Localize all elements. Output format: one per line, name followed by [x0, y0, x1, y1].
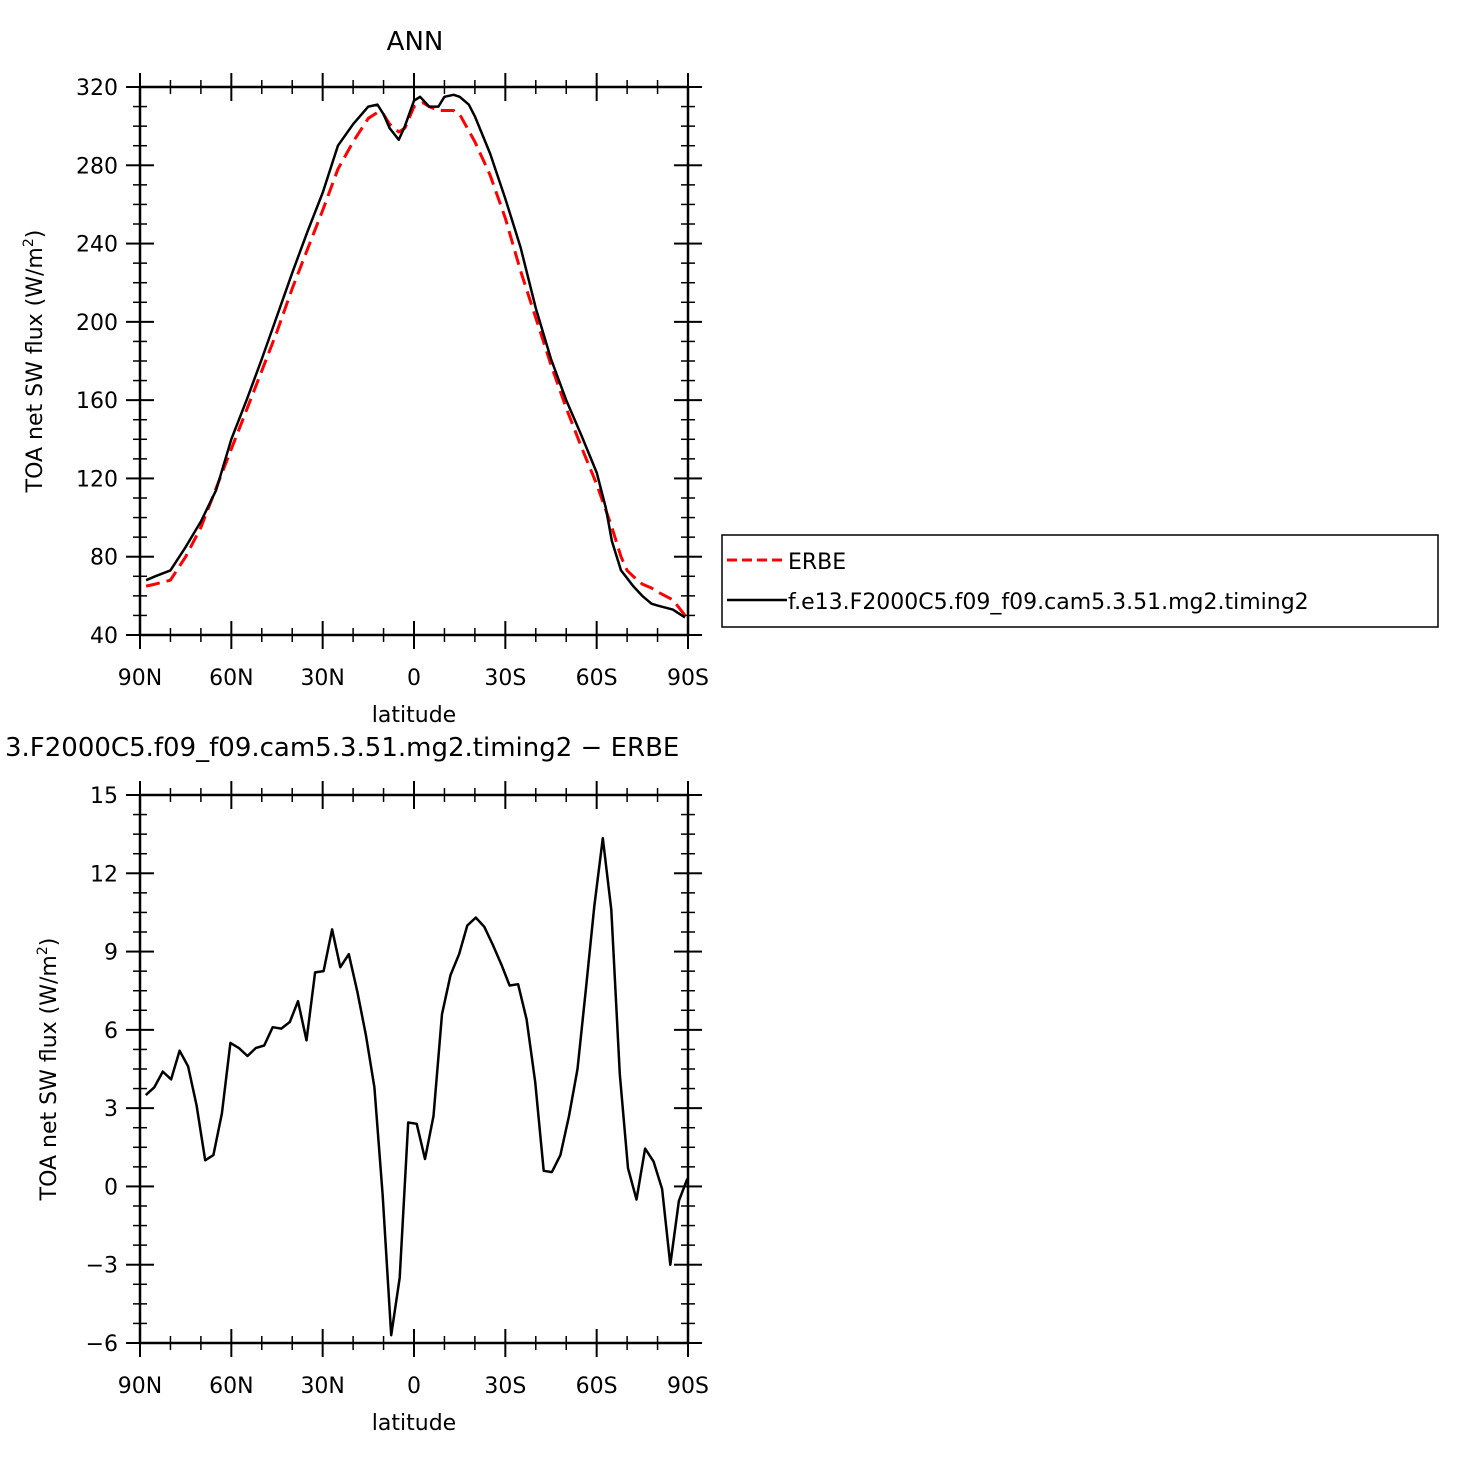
- top-chart-x-tick-label: 90S: [667, 666, 709, 691]
- top-chart-x-tick-label: 60S: [576, 666, 618, 691]
- bottom-chart-x-tick-label: 30N: [300, 1374, 344, 1399]
- bottom-chart-x-tick-label: 0: [407, 1374, 421, 1399]
- bottom-chart-x-tick-label: 90S: [667, 1374, 709, 1399]
- top-chart-series-group: [145, 93, 687, 619]
- bottom-chart-y-tick-label: 3: [104, 1097, 118, 1122]
- top-chart-x-tick-label: 30N: [300, 666, 344, 691]
- bottom-chart-x-tick-label: 90N: [118, 1374, 162, 1399]
- top-chart-x-tick-label: 30S: [484, 666, 526, 691]
- top-chart-x-axis-label: latitude: [372, 703, 456, 728]
- top-chart-x-tick-label: 60N: [209, 666, 253, 691]
- bottom-chart: 3.F2000C5.f09_f09.cam5.3.51.mg2.timing2 …: [5, 733, 709, 1436]
- legend: ERBE f.e13.F2000C5.f09_f09.cam5.3.51.mg2…: [721, 534, 1439, 628]
- top-chart-y-tick-label: 40: [90, 624, 118, 649]
- bottom-chart-y-tick-label: 0: [104, 1175, 118, 1200]
- bottom-chart-series-line-difference: [144, 836, 689, 1337]
- top-chart-y-tick-label: 240: [76, 233, 118, 258]
- top-chart-y-tick-label: 160: [76, 389, 118, 414]
- bottom-chart-x-tick-label: 60N: [209, 1374, 253, 1399]
- legend-label-erbe: ERBE: [788, 550, 846, 575]
- top-chart: ANN 90N 60N 30N 0 30S 60S 90S 40 80 120 160 200 240 2…: [21, 27, 1439, 728]
- top-chart-series-line-model: [145, 93, 686, 619]
- bottom-chart-y-axis-label: TOA net SW flux (W/m2): [35, 938, 62, 1202]
- top-chart-y-tick-label: 120: [76, 467, 118, 492]
- top-chart-x-tick-label: 90N: [118, 666, 162, 691]
- top-chart-y-tick-label: 320: [76, 76, 118, 101]
- bottom-chart-y-tick-label: −3: [86, 1254, 118, 1279]
- bottom-chart-series-group: [144, 836, 689, 1337]
- top-chart-x-tick-label: 0: [407, 666, 421, 691]
- legend-label-model: f.e13.F2000C5.f09_f09.cam5.3.51.mg2.timi…: [788, 590, 1309, 615]
- bottom-chart-plot-frame: [138, 793, 690, 1345]
- top-chart-y-tick-label: 200: [76, 311, 118, 336]
- bottom-chart-y-tick-label: 9: [104, 941, 118, 966]
- bottom-chart-x-axis-label: latitude: [372, 1411, 456, 1436]
- bottom-chart-y-tick-label: 15: [90, 784, 118, 809]
- top-chart-tick-labels: 90N 60N 30N 0 30S 60S 90S 40 80 120 160 200 240 280 32…: [76, 76, 709, 691]
- top-chart-plot-frame: [138, 85, 690, 637]
- legend-frame: [721, 534, 1439, 628]
- top-chart-ticks: [126, 73, 702, 649]
- bottom-chart-x-tick-label: 60S: [576, 1374, 618, 1399]
- bottom-chart-y-tick-label: 6: [104, 1019, 118, 1044]
- top-chart-title: ANN: [387, 27, 444, 57]
- top-chart-y-tick-label: 80: [90, 546, 118, 571]
- top-chart-series-line-erbe: [145, 101, 687, 617]
- bottom-chart-tick-labels: 90N 60N 30N 0 30S 60S 90S −6 −3 0 3 6 9 12 15: [86, 784, 709, 1399]
- bottom-chart-title: 3.F2000C5.f09_f09.cam5.3.51.mg2.timing2 …: [5, 733, 679, 763]
- bottom-chart-ticks: [126, 781, 702, 1357]
- bottom-chart-y-tick-label: −6: [86, 1332, 118, 1357]
- top-chart-y-tick-label: 280: [76, 154, 118, 179]
- top-chart-y-axis-label: TOA net SW flux (W/m2): [21, 230, 48, 494]
- bottom-chart-y-tick-label: 12: [90, 862, 118, 887]
- bottom-chart-x-tick-label: 30S: [484, 1374, 526, 1399]
